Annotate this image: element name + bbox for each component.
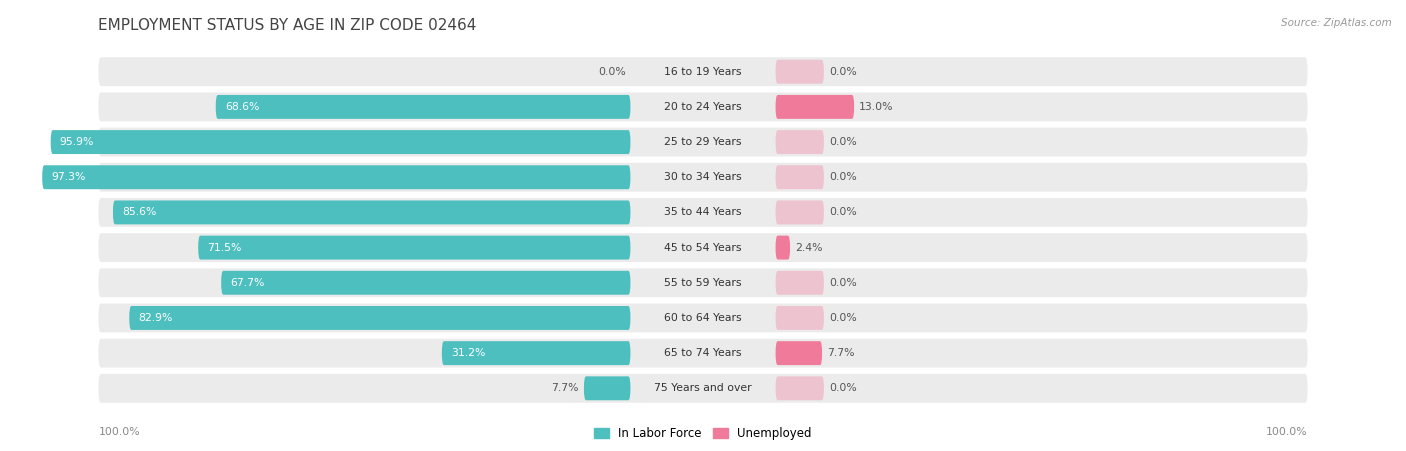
FancyBboxPatch shape xyxy=(51,130,630,154)
FancyBboxPatch shape xyxy=(98,233,1308,262)
Text: 2.4%: 2.4% xyxy=(794,243,823,253)
Text: 31.2%: 31.2% xyxy=(451,348,485,358)
Text: 100.0%: 100.0% xyxy=(1265,428,1308,437)
FancyBboxPatch shape xyxy=(776,271,824,295)
FancyBboxPatch shape xyxy=(98,57,1308,86)
Text: 0.0%: 0.0% xyxy=(828,278,856,288)
Text: 95.9%: 95.9% xyxy=(59,137,94,147)
Text: 100.0%: 100.0% xyxy=(98,428,141,437)
FancyBboxPatch shape xyxy=(776,95,855,119)
Text: 97.3%: 97.3% xyxy=(51,172,86,182)
Text: 0.0%: 0.0% xyxy=(828,67,856,77)
Text: 65 to 74 Years: 65 to 74 Years xyxy=(664,348,742,358)
FancyBboxPatch shape xyxy=(98,163,1308,192)
Text: 0.0%: 0.0% xyxy=(828,383,856,393)
Text: 0.0%: 0.0% xyxy=(828,207,856,217)
Text: 16 to 19 Years: 16 to 19 Years xyxy=(664,67,742,77)
FancyBboxPatch shape xyxy=(98,374,1308,403)
Text: 35 to 44 Years: 35 to 44 Years xyxy=(664,207,742,217)
Text: 82.9%: 82.9% xyxy=(138,313,173,323)
Text: 60 to 64 Years: 60 to 64 Years xyxy=(664,313,742,323)
Text: 85.6%: 85.6% xyxy=(122,207,156,217)
Text: 75 Years and over: 75 Years and over xyxy=(654,383,752,393)
Text: 68.6%: 68.6% xyxy=(225,102,259,112)
FancyBboxPatch shape xyxy=(583,376,630,400)
Text: 7.7%: 7.7% xyxy=(551,383,579,393)
Text: 0.0%: 0.0% xyxy=(828,137,856,147)
FancyBboxPatch shape xyxy=(98,92,1308,121)
Text: 71.5%: 71.5% xyxy=(207,243,242,253)
FancyBboxPatch shape xyxy=(98,268,1308,297)
FancyBboxPatch shape xyxy=(441,341,630,365)
FancyBboxPatch shape xyxy=(98,128,1308,156)
FancyBboxPatch shape xyxy=(776,376,824,400)
FancyBboxPatch shape xyxy=(776,306,824,330)
FancyBboxPatch shape xyxy=(98,304,1308,332)
FancyBboxPatch shape xyxy=(129,306,630,330)
Text: 7.7%: 7.7% xyxy=(827,348,855,358)
Text: 45 to 54 Years: 45 to 54 Years xyxy=(664,243,742,253)
Text: 13.0%: 13.0% xyxy=(859,102,893,112)
Text: 0.0%: 0.0% xyxy=(828,172,856,182)
FancyBboxPatch shape xyxy=(776,165,824,189)
Text: 25 to 29 Years: 25 to 29 Years xyxy=(664,137,742,147)
FancyBboxPatch shape xyxy=(98,198,1308,227)
FancyBboxPatch shape xyxy=(776,341,823,365)
FancyBboxPatch shape xyxy=(776,200,824,225)
Text: Source: ZipAtlas.com: Source: ZipAtlas.com xyxy=(1281,18,1392,28)
FancyBboxPatch shape xyxy=(215,95,630,119)
FancyBboxPatch shape xyxy=(42,165,630,189)
FancyBboxPatch shape xyxy=(112,200,630,225)
Text: 55 to 59 Years: 55 to 59 Years xyxy=(664,278,742,288)
FancyBboxPatch shape xyxy=(776,235,790,260)
Text: EMPLOYMENT STATUS BY AGE IN ZIP CODE 02464: EMPLOYMENT STATUS BY AGE IN ZIP CODE 024… xyxy=(98,18,477,33)
FancyBboxPatch shape xyxy=(221,271,630,295)
FancyBboxPatch shape xyxy=(98,339,1308,368)
FancyBboxPatch shape xyxy=(776,130,824,154)
Text: 0.0%: 0.0% xyxy=(828,313,856,323)
FancyBboxPatch shape xyxy=(198,235,630,260)
Text: 30 to 34 Years: 30 to 34 Years xyxy=(664,172,742,182)
Text: 67.7%: 67.7% xyxy=(231,278,264,288)
Text: 0.0%: 0.0% xyxy=(598,67,626,77)
Legend: In Labor Force, Unemployed: In Labor Force, Unemployed xyxy=(589,423,817,445)
Text: 20 to 24 Years: 20 to 24 Years xyxy=(664,102,742,112)
FancyBboxPatch shape xyxy=(776,60,824,84)
